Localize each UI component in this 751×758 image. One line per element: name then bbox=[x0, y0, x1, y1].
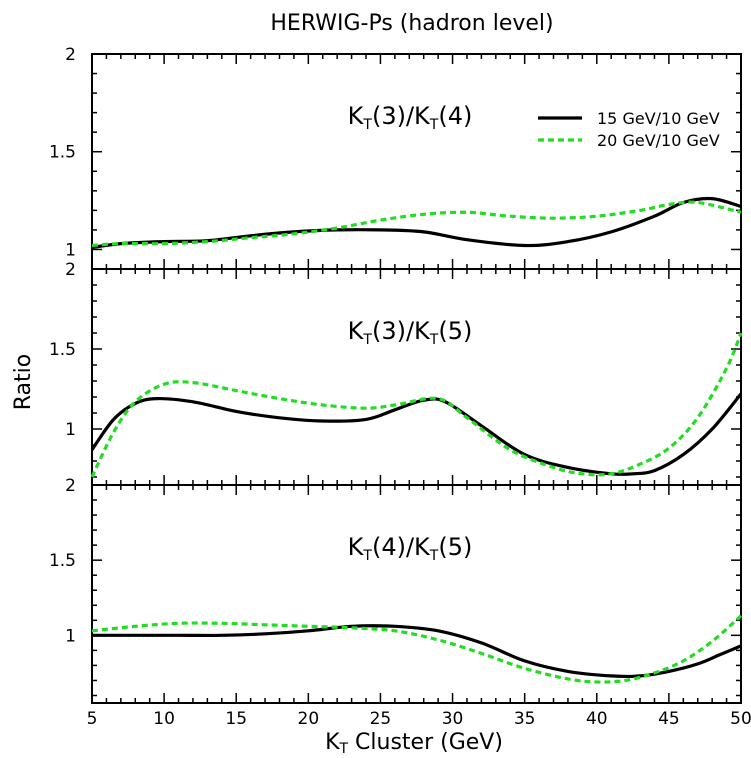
y-tick-label: 1 bbox=[65, 240, 76, 260]
chart-panels: 1 1.5 2 KT(3)/KT(4) 1 1.5 2 KT(3)/KT(5) 1 1.5 2 KT(… bbox=[49, 45, 743, 704]
y-tick-label: 1.5 bbox=[49, 143, 76, 163]
x-tick-label: 10 bbox=[153, 709, 175, 729]
x-tick-label: 40 bbox=[586, 709, 608, 729]
series-line-2 bbox=[91, 614, 743, 684]
panel-1: 1 1.5 2 KT(3)/KT(4) bbox=[49, 45, 742, 270]
panel-label: KT(3)/KT(5) bbox=[348, 317, 473, 348]
legend: 15 GeV/10 GeV 20 GeV/10 GeV bbox=[538, 109, 720, 150]
x-axis-label-sub: T bbox=[339, 741, 349, 757]
x-axis-label-main: K bbox=[325, 730, 340, 755]
series-line-1 bbox=[91, 196, 742, 250]
y-tick-label: 1.5 bbox=[49, 340, 76, 360]
x-tick-label: 50 bbox=[730, 709, 751, 729]
y-axis-label: Ratio bbox=[11, 354, 36, 410]
panel-2: 1 1.5 2 KT(3)/KT(5) bbox=[49, 260, 743, 486]
panel-label: KT(3)/KT(4) bbox=[348, 102, 473, 133]
panel-label: KT(4)/KT(5) bbox=[348, 533, 473, 564]
x-tick-label: 15 bbox=[225, 709, 247, 729]
x-tick-label: 45 bbox=[658, 709, 680, 729]
x-axis-label: KT Cluster (GeV) bbox=[325, 730, 503, 757]
y-tick-label: 2 bbox=[65, 476, 76, 496]
series-line-1 bbox=[92, 624, 742, 679]
x-tick-labels: 5 10 15 20 25 30 35 40 45 50 bbox=[87, 709, 751, 729]
y-tick-label: 1 bbox=[65, 420, 76, 440]
chart-title: HERWIG-Ps (hadron level) bbox=[270, 11, 553, 36]
x-tick-label: 35 bbox=[514, 709, 536, 729]
series-line-2 bbox=[90, 332, 743, 478]
series-line-1 bbox=[90, 392, 743, 477]
legend-label: 20 GeV/10 GeV bbox=[597, 131, 720, 150]
legend-label: 15 GeV/10 GeV bbox=[597, 109, 720, 128]
x-axis-label-rest: Cluster (GeV) bbox=[348, 730, 503, 755]
x-tick-label: 20 bbox=[298, 709, 320, 729]
y-tick-label: 1 bbox=[65, 626, 76, 646]
y-tick-label: 2 bbox=[65, 45, 76, 65]
panel-frame bbox=[91, 268, 742, 486]
y-tick-label: 2 bbox=[65, 260, 76, 280]
panel-frame bbox=[91, 484, 742, 704]
x-tick-label: 25 bbox=[370, 709, 392, 729]
panel-3: 1 1.5 2 KT(4)/KT(5) bbox=[49, 476, 743, 704]
series-line-2 bbox=[91, 200, 742, 248]
panel-frame bbox=[91, 53, 742, 270]
x-tick-label: 30 bbox=[442, 709, 464, 729]
y-tick-label: 1.5 bbox=[49, 551, 76, 571]
x-tick-label: 5 bbox=[87, 709, 98, 729]
